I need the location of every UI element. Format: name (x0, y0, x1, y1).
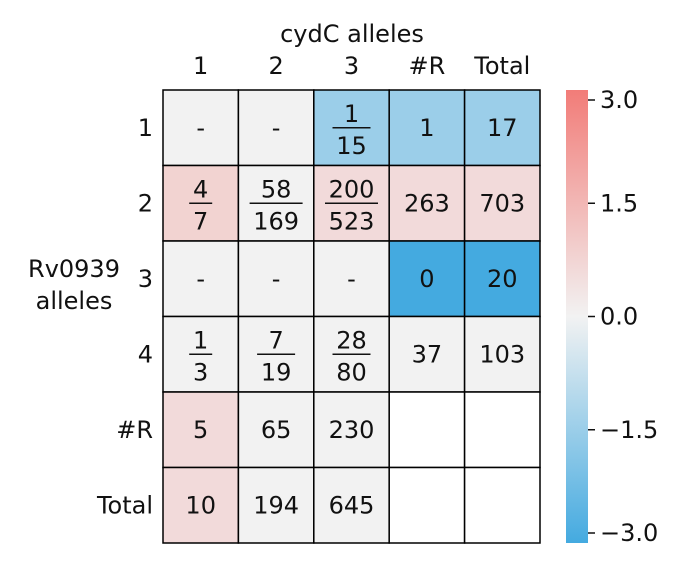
fraction-denominator: 169 (253, 207, 299, 235)
row-label: 1 (138, 114, 153, 142)
cell-value: 103 (479, 340, 525, 368)
column-label: Total (473, 52, 530, 80)
colorbar (566, 90, 588, 543)
heatmap-cell (388, 466, 466, 544)
colorbar-tick-label: 0.0 (600, 303, 638, 331)
cell-value: 17 (487, 114, 518, 142)
heatmap-cell (388, 240, 466, 318)
heatmap-cell (237, 89, 315, 167)
cell-value: - (272, 114, 281, 142)
cell-value: 5 (193, 416, 208, 444)
fraction-denominator: 523 (329, 207, 375, 235)
cell-value: - (196, 114, 205, 142)
heatmap-cell (313, 391, 390, 469)
heatmap-cell (388, 164, 466, 242)
heatmap-cell (388, 315, 466, 393)
colorbar-ticks: 3.0 1.5 0.0 −1.5 −3.0 (588, 86, 658, 547)
row-label: #R (116, 416, 153, 444)
fraction-numerator: 58 (261, 175, 292, 203)
cell-value: 20 (487, 265, 518, 293)
heatmap-cell (162, 391, 240, 469)
cell-value: 263 (404, 189, 450, 217)
row-label: 4 (138, 340, 153, 368)
row-label: 2 (138, 189, 153, 217)
row-tick-labels: 1 2 3 4 #R Total (96, 114, 153, 520)
heatmap-cell (463, 466, 541, 544)
cell-value: 230 (329, 416, 375, 444)
fraction-numerator: 200 (329, 175, 375, 203)
column-label: 1 (193, 52, 208, 80)
heatmap-cell (162, 89, 240, 167)
heatmap-cell (463, 164, 541, 242)
column-tick-labels: 1 2 3 #R Total (193, 52, 530, 80)
colorbar-tick-label: 1.5 (600, 189, 638, 217)
heatmap-cell (463, 391, 541, 469)
heatmap-cell (463, 240, 541, 318)
cell-value: 194 (253, 491, 299, 519)
cell-value: 703 (479, 189, 525, 217)
column-label: 3 (344, 52, 359, 80)
row-label: Total (96, 491, 153, 519)
y-axis-title-line-1: Rv0939 (28, 255, 120, 283)
cell-value: - (196, 265, 205, 293)
heatmap-cell (237, 240, 315, 318)
fraction-denominator: 80 (336, 358, 367, 386)
heatmap-cell (162, 466, 240, 544)
heatmap-cell (388, 391, 466, 469)
heatmap-cell (463, 89, 541, 167)
heatmap-cell (237, 466, 315, 544)
colorbar-tick-label: −3.0 (600, 519, 658, 547)
cell-value: 645 (329, 491, 375, 519)
heatmap-cell (162, 240, 240, 318)
heatmap-cell (313, 466, 390, 544)
cell-value: 10 (185, 491, 216, 519)
fraction-numerator: 1 (344, 100, 359, 128)
colorbar-tick-label: −1.5 (600, 416, 658, 444)
fraction-numerator: 7 (268, 326, 283, 354)
cell-value: 1 (419, 114, 434, 142)
x-axis-title: cydC alleles (280, 20, 424, 48)
colorbar-tick-label: 3.0 (600, 86, 638, 114)
cell-value: 65 (261, 416, 292, 444)
column-label: #R (409, 52, 446, 80)
cell-value: 0 (419, 265, 434, 293)
fraction-numerator: 1 (193, 326, 208, 354)
fraction-denominator: 7 (193, 207, 208, 235)
cell-value: 37 (412, 340, 443, 368)
y-axis-title-line-2: alleles (36, 287, 113, 315)
row-label: 3 (138, 265, 153, 293)
fraction-numerator: 4 (193, 175, 208, 203)
column-label: 2 (268, 52, 283, 80)
fraction-denominator: 19 (261, 358, 292, 386)
cell-value: - (272, 265, 281, 293)
cell-value: - (347, 265, 356, 293)
fraction-denominator: 15 (336, 132, 367, 160)
fraction-numerator: 28 (336, 326, 367, 354)
fraction-denominator: 3 (193, 358, 208, 386)
